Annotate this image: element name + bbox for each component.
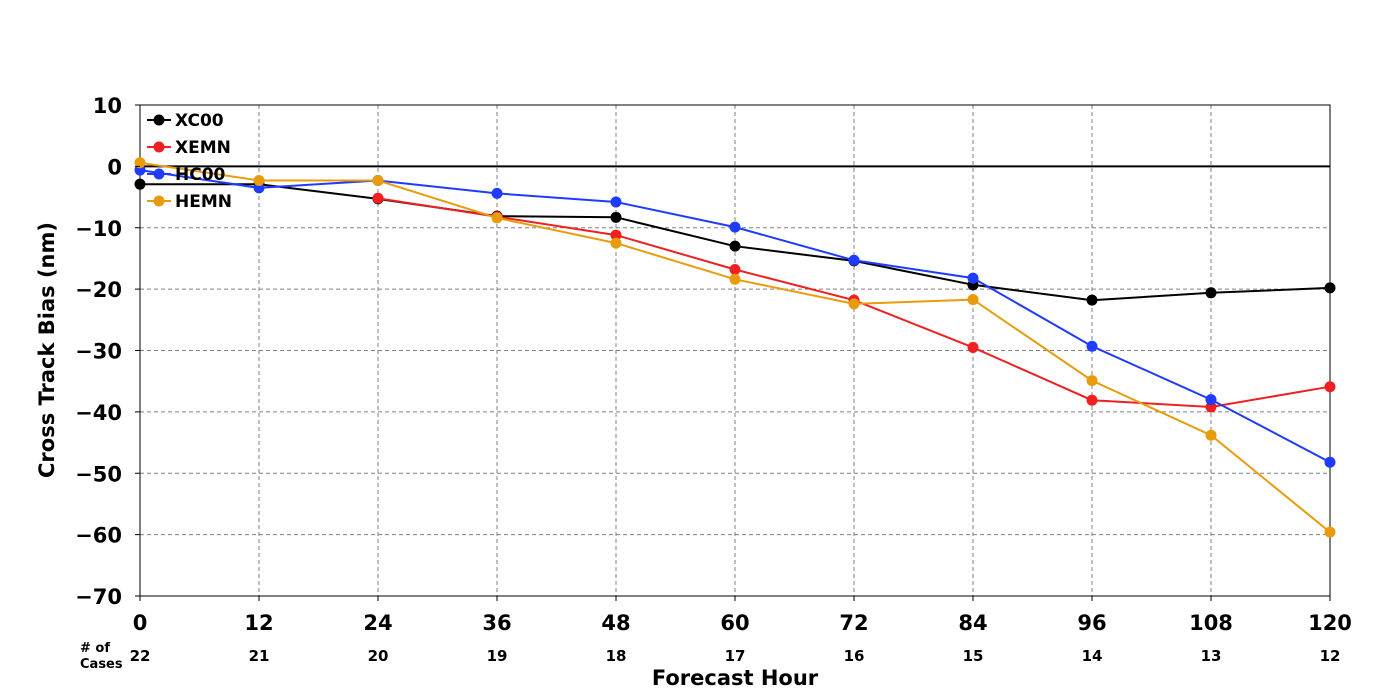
x-tick-label: 120 xyxy=(1308,611,1352,635)
case-count-label: 18 xyxy=(606,647,627,665)
data-point-xc00 xyxy=(1324,282,1336,294)
legend-label: HEMN xyxy=(175,192,232,212)
y-tick-label: −50 xyxy=(75,462,122,486)
data-point-hc00 xyxy=(1086,340,1098,352)
data-point-hemn xyxy=(967,294,979,306)
data-point-xemn xyxy=(610,229,622,241)
case-count-label: 22 xyxy=(130,647,151,665)
y-tick-label: −40 xyxy=(75,401,122,425)
data-point-hc00 xyxy=(491,187,503,199)
case-count-labels: 22 21 20 19 18 17 16 15 14 13 12 xyxy=(130,647,1341,665)
y-axis-ticks: 10 0 −10 −20 −30 −40 −50 −60 −70 xyxy=(75,94,140,609)
legend-marker xyxy=(153,195,165,207)
legend-marker xyxy=(153,114,165,126)
data-point-hemn xyxy=(491,212,503,224)
case-count-label: 16 xyxy=(844,647,865,665)
y-tick-label: −30 xyxy=(75,340,122,364)
case-count-label: 12 xyxy=(1320,647,1341,665)
data-point-xemn xyxy=(729,263,741,275)
y-tick-label: −60 xyxy=(75,524,122,548)
data-point-hc00 xyxy=(967,272,979,284)
case-count-label: 15 xyxy=(963,647,984,665)
legend-marker xyxy=(153,141,165,153)
x-tick-label: 72 xyxy=(839,611,868,635)
x-tick-label: 12 xyxy=(244,611,273,635)
data-point-hemn xyxy=(848,298,860,310)
series-hemn xyxy=(134,157,1336,538)
x-tick-label: 36 xyxy=(482,611,511,635)
data-point-hemn xyxy=(253,174,265,186)
data-point-xc00 xyxy=(134,178,146,190)
y-tick-label: 0 xyxy=(107,155,122,179)
data-point-xc00 xyxy=(1086,294,1098,306)
data-point-hemn xyxy=(610,237,622,249)
x-tick-label: 60 xyxy=(720,611,749,635)
data-point-hc00 xyxy=(1324,456,1336,468)
x-tick-label: 24 xyxy=(363,611,392,635)
data-point-xc00 xyxy=(1205,287,1217,299)
data-point-hemn xyxy=(1205,429,1217,441)
cases-title-line2: Cases xyxy=(80,657,123,672)
y-tick-label: −70 xyxy=(75,585,122,609)
x-tick-label: 96 xyxy=(1077,611,1106,635)
x-tick-label: 48 xyxy=(601,611,630,635)
data-point-xc00 xyxy=(729,240,741,252)
data-point-hemn xyxy=(1324,526,1336,538)
case-count-label: 20 xyxy=(368,647,389,665)
case-count-label: 14 xyxy=(1082,647,1103,665)
data-point-hemn xyxy=(729,273,741,285)
legend-label: HC00 xyxy=(175,165,226,185)
y-tick-label: −20 xyxy=(75,278,122,302)
cases-title-line1: # of xyxy=(80,641,110,656)
data-point-hc00 xyxy=(610,196,622,208)
legend: XC00 XEMN HC00 HEMN xyxy=(147,111,232,212)
legend-label: XEMN xyxy=(175,138,231,158)
case-count-label: 19 xyxy=(487,647,508,665)
data-point-xemn xyxy=(1324,381,1336,393)
y-tick-label: −10 xyxy=(75,217,122,241)
data-point-hc00 xyxy=(729,221,741,233)
data-point-hc00 xyxy=(848,254,860,266)
data-point-hemn xyxy=(372,174,384,186)
data-point-hemn xyxy=(134,157,146,169)
y-tick-label: 10 xyxy=(93,94,122,118)
x-axis-title: Forecast Hour xyxy=(652,666,819,690)
case-count-label: 13 xyxy=(1201,647,1222,665)
case-count-label: 21 xyxy=(249,647,270,665)
case-count-label: 17 xyxy=(725,647,746,665)
data-point-xemn xyxy=(1086,394,1098,406)
x-axis-ticks: 0 12 24 36 48 60 72 84 96 108 120 xyxy=(133,596,1352,635)
series-layer xyxy=(134,157,1336,538)
data-point-xemn xyxy=(967,341,979,353)
legend-label: XC00 xyxy=(175,111,224,131)
y-axis-title: Cross Track Bias (nm) xyxy=(35,222,59,478)
data-point-xc00 xyxy=(610,211,622,223)
x-tick-label: 84 xyxy=(958,611,987,635)
x-tick-label: 108 xyxy=(1189,611,1233,635)
data-point-xemn xyxy=(372,192,384,204)
data-point-hemn xyxy=(1086,375,1098,387)
grid-lines xyxy=(140,105,1330,596)
legend-marker xyxy=(153,168,165,180)
x-tick-label: 0 xyxy=(133,611,148,635)
data-point-hc00 xyxy=(1205,394,1217,406)
